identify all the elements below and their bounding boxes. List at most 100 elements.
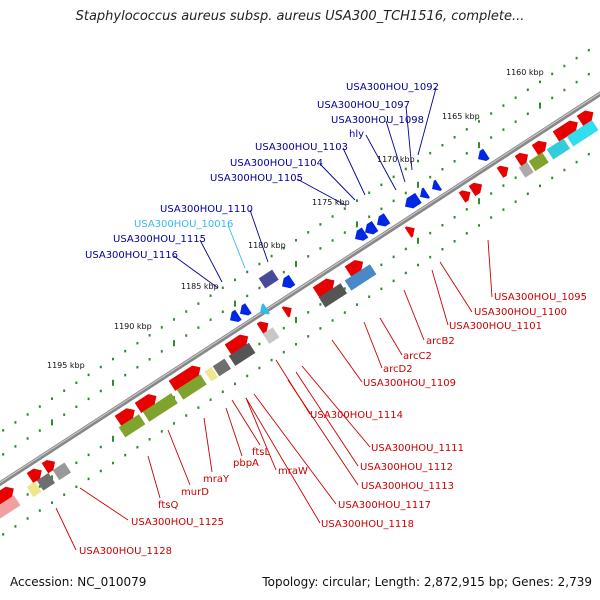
- gene-label-usa300hou-1105[interactable]: USA300HOU_1105: [210, 173, 303, 184]
- gene-label-usa300hou-1114[interactable]: USA300HOU_1114: [310, 410, 403, 421]
- tick-dot: [258, 286, 261, 290]
- gene-glyph: [318, 283, 348, 308]
- gene-label-usa300hou-1092[interactable]: USA300HOU_1092: [346, 82, 439, 93]
- tick-dot: [368, 191, 371, 194]
- tick-dot: [587, 48, 590, 52]
- tick-dot: [148, 334, 151, 337]
- gene-glyph: [528, 152, 549, 172]
- topology-label: Topology:: [262, 575, 319, 589]
- gene-label-usa300hou-1116[interactable]: USA300HOU_1116: [85, 250, 178, 261]
- gene-label-usa300hou-1113[interactable]: USA300HOU_1113: [361, 481, 454, 492]
- tick-dot: [380, 183, 383, 187]
- gene-label-usa300hou-1111[interactable]: USA300HOU_1111: [371, 443, 464, 454]
- tick-dot: [563, 168, 566, 172]
- gene-track: [0, 110, 599, 522]
- gene-block: [0, 495, 21, 522]
- gene-arrow-reverse: [282, 274, 296, 289]
- gene-label-usa300hou-1115[interactable]: USA300HOU_1115: [113, 234, 206, 245]
- tick-dot: [197, 406, 200, 409]
- gene-label-hly[interactable]: hly: [349, 129, 364, 140]
- gene-glyph: [518, 162, 534, 178]
- gene-label-usa300hou-1098[interactable]: USA300HOU_1098: [331, 115, 424, 126]
- gene-arrow-reverse: [240, 303, 252, 316]
- gene-label-arcc2[interactable]: arcC2: [403, 351, 432, 362]
- gene-label-ftsq[interactable]: ftsQ: [158, 500, 178, 511]
- gene-label-usa300hou-10016[interactable]: USA300HOU_10016: [134, 219, 233, 230]
- gene-glyph: [566, 120, 599, 147]
- tick-dot: [392, 199, 395, 203]
- tick-dot: [173, 422, 175, 425]
- tick-dot: [490, 136, 493, 139]
- gene-label-usa300hou-1125[interactable]: USA300HOU_1125: [131, 517, 224, 528]
- label-leader-line: [342, 147, 366, 196]
- label-leader-line: [225, 407, 243, 457]
- gene-block: [52, 462, 72, 481]
- gene-label-usa300hou-1103[interactable]: USA300HOU_1103: [255, 142, 348, 153]
- label-leader-line: [199, 239, 223, 283]
- tick-dot: [539, 184, 541, 188]
- gene-label-mraw[interactable]: mraW: [278, 466, 308, 477]
- gene-arrow-forward: [114, 408, 135, 426]
- gene-label-usa300hou-1104[interactable]: USA300HOU_1104: [230, 158, 323, 169]
- gene-block: [344, 264, 377, 291]
- gene-arrow-forward: [256, 321, 269, 334]
- tick-dot: [331, 239, 334, 242]
- tick-dot: [319, 247, 322, 250]
- tick-dot: [502, 128, 505, 131]
- gene-label-murd[interactable]: murD: [181, 487, 209, 498]
- gene-glyph: [230, 309, 242, 322]
- gene-block: [118, 414, 146, 438]
- gene-label-usa300hou-1117[interactable]: USA300HOU_1117: [338, 500, 431, 511]
- gene-label-usa300hou-1095[interactable]: USA300HOU_1095: [494, 292, 587, 303]
- gene-label-mray[interactable]: mraY: [203, 474, 230, 485]
- gene-label-arcb2[interactable]: arcB2: [426, 336, 455, 347]
- gene-glyph: [134, 394, 157, 413]
- gene-label-pbpa[interactable]: pbpA: [233, 458, 259, 469]
- gene-label-usa300hou-1110[interactable]: USA300HOU_1110: [160, 204, 253, 215]
- tick-dot: [2, 453, 5, 456]
- gene-block: [228, 342, 256, 366]
- gene-label-usa300hou-1128[interactable]: USA300HOU_1128: [79, 546, 172, 557]
- gene-label-usa300hou-1097[interactable]: USA300HOU_1097: [317, 100, 410, 111]
- tick-dot: [490, 112, 493, 115]
- gene-label-arcd2[interactable]: arcD2: [383, 364, 413, 375]
- kbp-label: 1160 kbp: [506, 68, 544, 77]
- tick-dot: [465, 128, 468, 131]
- gene-arrow-forward: [41, 459, 56, 474]
- tick-dot: [221, 286, 224, 290]
- label-leader-line: [385, 120, 406, 183]
- gene-glyph: [496, 165, 509, 178]
- gene-label-usa300hou-1101[interactable]: USA300HOU_1101: [449, 321, 542, 332]
- tick-dot: [429, 151, 432, 155]
- gene-glyph: [228, 342, 256, 366]
- tick-dot: [112, 379, 114, 386]
- tick-dot: [417, 263, 419, 267]
- tick-dot: [295, 260, 297, 267]
- gene-glyph: [114, 408, 135, 426]
- gene-label-usa300hou-1112[interactable]: USA300HOU_1112: [360, 462, 453, 473]
- gene-label-usa300hou-1100[interactable]: USA300HOU_1100: [474, 307, 567, 318]
- tick-dot: [441, 247, 444, 251]
- tick-dot: [429, 175, 432, 179]
- tick-dot: [514, 200, 517, 203]
- tick-dot: [575, 80, 578, 84]
- gene-arrow-forward: [312, 278, 335, 298]
- label-leader-line: [253, 393, 337, 505]
- gene-arrow-forward: [531, 140, 547, 156]
- gene-glyph: [344, 260, 364, 277]
- tick-dot: [99, 445, 102, 449]
- gene-label-ftsl[interactable]: ftsL: [252, 447, 270, 458]
- gene-label-usa300hou-1109[interactable]: USA300HOU_1109: [363, 378, 456, 389]
- tick-dot: [282, 326, 285, 330]
- label-leader-line: [295, 371, 359, 467]
- label-leader-line: [245, 397, 321, 524]
- tick-dot: [185, 414, 188, 417]
- gene-glyph: [344, 264, 377, 291]
- gene-arrow-forward: [26, 468, 42, 484]
- tick-dot: [99, 365, 102, 369]
- tick-dot: [490, 192, 493, 195]
- tick-dot: [368, 295, 371, 298]
- gene-label-usa300hou-1118[interactable]: USA300HOU_1118: [321, 519, 414, 530]
- tick-dot: [63, 413, 66, 416]
